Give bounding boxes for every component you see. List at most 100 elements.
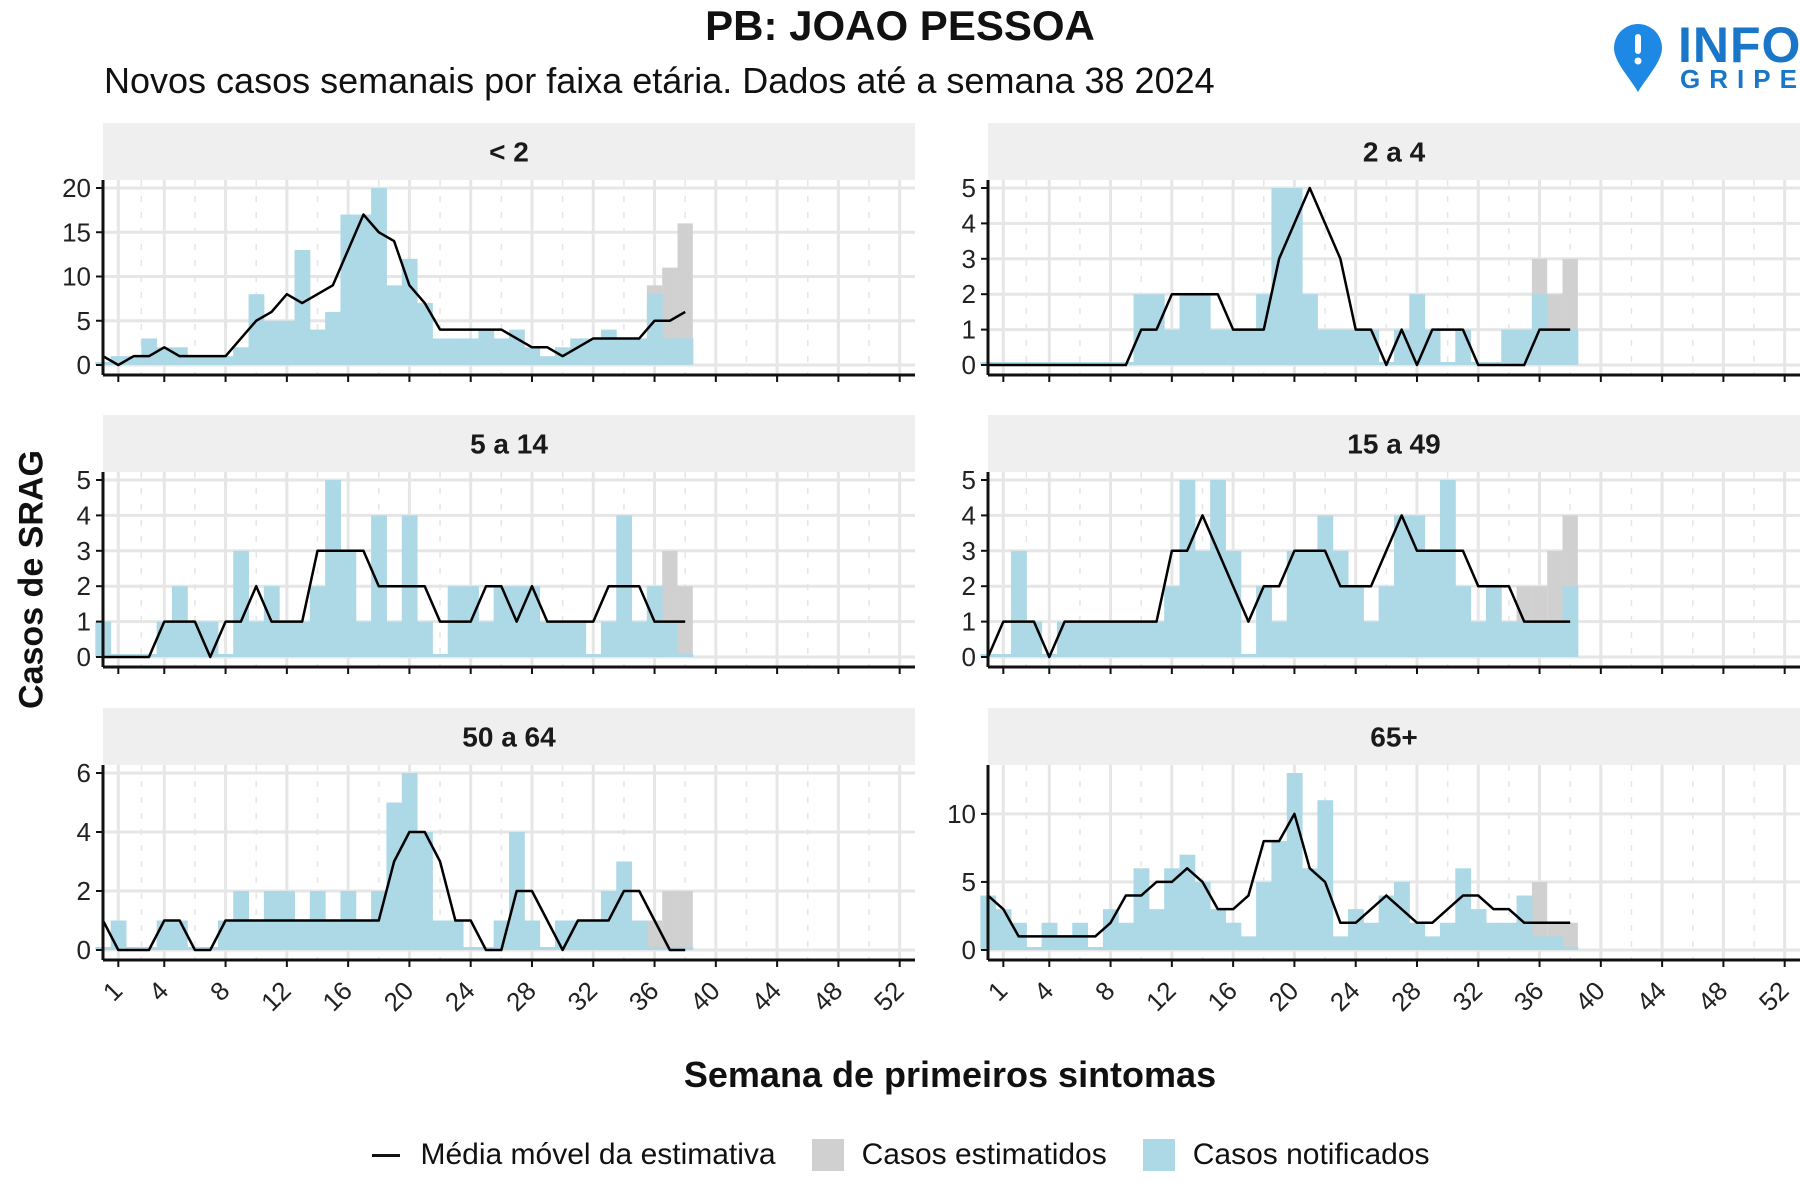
estimated-bar xyxy=(677,586,693,657)
notified-bar xyxy=(585,654,602,657)
legend: Média móvel da estimativa Casos estimati… xyxy=(0,1138,1800,1172)
notified-bar xyxy=(662,338,679,365)
x-tick-label: 32 xyxy=(561,975,603,1017)
notified-bar xyxy=(570,920,587,950)
notified-bar xyxy=(1547,936,1564,950)
legend-item-notified: Casos notificados xyxy=(1142,1138,1430,1172)
notified-bar xyxy=(478,329,495,365)
moving-average-line xyxy=(101,830,686,952)
notified-bar xyxy=(1455,868,1472,950)
notified-bar xyxy=(1332,550,1349,657)
notified-bar xyxy=(1010,362,1027,365)
notified-bar xyxy=(1332,329,1349,365)
logo-text-gripe: GRIPE xyxy=(1680,64,1800,94)
notified-bar xyxy=(995,654,1012,657)
notified-bar xyxy=(1317,329,1334,365)
notified-bar xyxy=(509,329,525,365)
notified-bar xyxy=(1210,480,1226,657)
notified-bar xyxy=(340,214,357,365)
x-tick-label: 44 xyxy=(1630,975,1672,1017)
x-tick-label: 48 xyxy=(1692,975,1734,1017)
notified-bar xyxy=(1102,362,1119,365)
notified-bar xyxy=(294,249,311,365)
notified-bar xyxy=(1501,329,1518,365)
y-tick-label: 4 xyxy=(962,500,976,530)
notified-bar xyxy=(539,947,556,950)
notified-bar xyxy=(616,338,633,365)
notified-bar xyxy=(1056,362,1073,365)
notified-bar xyxy=(1133,621,1150,657)
notified-bar xyxy=(279,320,296,365)
notified-bar xyxy=(1087,947,1104,950)
notified-bar xyxy=(554,920,571,950)
notified-bar xyxy=(463,947,479,950)
notified-bar xyxy=(125,947,142,950)
notified-bar xyxy=(1348,329,1364,365)
notified-bar xyxy=(1026,947,1043,950)
y-tick-label: 6 xyxy=(77,758,91,788)
x-tick-label: 12 xyxy=(1140,975,1182,1017)
notified-bar xyxy=(524,586,541,657)
estimated-bar xyxy=(677,891,693,950)
notified-bar xyxy=(1378,586,1395,657)
notified-bar xyxy=(1194,294,1211,365)
notified-bar xyxy=(493,920,510,950)
y-tick-label: 1 xyxy=(77,607,91,637)
notified-bar xyxy=(1148,621,1165,657)
y-tick-label: 5 xyxy=(962,173,976,203)
notified-bar xyxy=(1302,294,1318,365)
notified-bar xyxy=(1363,922,1380,950)
notified-bar xyxy=(1378,895,1395,950)
notified-bar xyxy=(1424,329,1441,365)
notified-bar xyxy=(386,802,403,950)
x-tick-label: 52 xyxy=(868,975,910,1017)
notified-bar xyxy=(1240,654,1257,657)
notified-bar xyxy=(646,947,663,950)
moving-average-line xyxy=(103,549,686,659)
notified-bar xyxy=(325,920,341,950)
notified-bar xyxy=(1041,362,1058,365)
notified-bar xyxy=(309,329,326,365)
notified-bar xyxy=(340,550,357,657)
notified-bar xyxy=(1087,621,1104,657)
y-tick-label: 0 xyxy=(77,935,91,965)
notified-bar xyxy=(677,338,694,365)
notified-bar xyxy=(1394,515,1410,657)
notified-bar xyxy=(1501,621,1518,657)
notified-bar xyxy=(1225,550,1242,657)
panel-1: 2 a 4 0 1 2 3 4 5 xyxy=(962,123,1800,382)
notified-bar xyxy=(1133,868,1150,950)
notified-bar xyxy=(217,920,234,950)
panel-strip xyxy=(103,708,915,765)
notified-bar xyxy=(1455,586,1472,657)
notified-bar xyxy=(1225,329,1242,365)
notified-bar xyxy=(1256,586,1272,657)
x-tick-label: 20 xyxy=(378,975,420,1017)
panel-strip xyxy=(988,415,1800,472)
y-tick-label: 0 xyxy=(77,642,91,672)
notified-bar xyxy=(1026,362,1043,365)
notified-bar xyxy=(585,920,602,950)
notified-bar xyxy=(1210,329,1226,365)
legend-label-moving-avg: Média móvel da estimativa xyxy=(420,1138,776,1171)
notified-bar xyxy=(248,920,265,950)
notified-bar xyxy=(1010,550,1027,657)
notified-bar xyxy=(279,621,296,657)
notified-bar xyxy=(217,356,234,365)
notified-bar xyxy=(1240,936,1257,950)
notified-bar xyxy=(1118,621,1135,657)
notified-bar xyxy=(417,303,433,365)
notified-bar xyxy=(995,909,1012,950)
notified-bar xyxy=(1363,621,1380,657)
panel-strip-label: 65+ xyxy=(1370,722,1418,753)
notified-bar xyxy=(1348,909,1364,950)
notified-bar xyxy=(1409,922,1426,950)
notified-bar xyxy=(539,621,556,657)
notified-bar xyxy=(493,586,510,657)
notified-bar xyxy=(110,920,127,950)
x-tick-label: 36 xyxy=(1508,975,1550,1017)
notified-bar xyxy=(156,621,173,657)
panel-strip xyxy=(103,415,915,472)
notified-bar xyxy=(585,338,602,365)
